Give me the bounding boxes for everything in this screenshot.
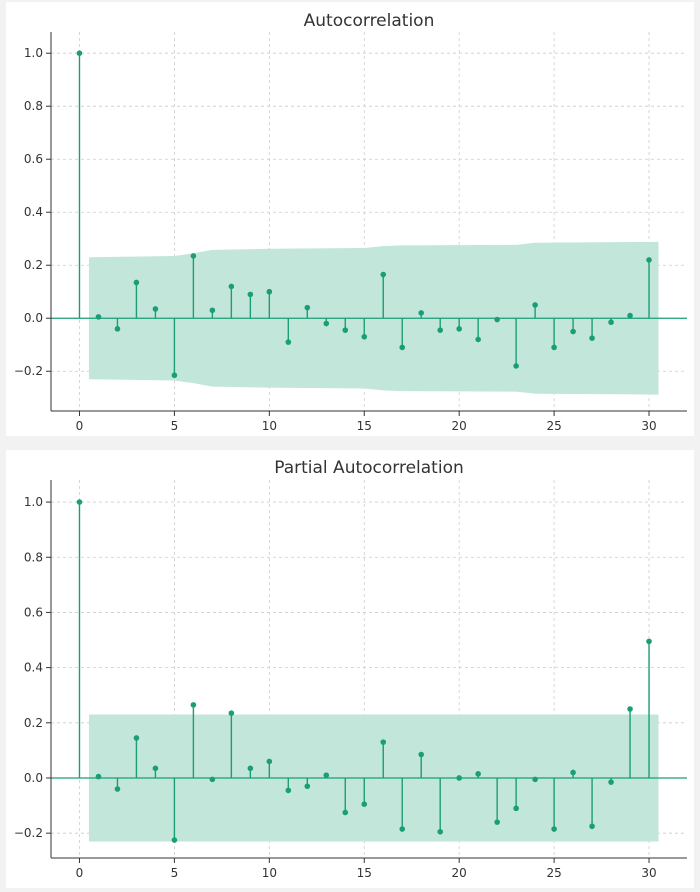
pacf-x-tick-label: 5 [171, 866, 179, 880]
pacf-point [418, 751, 425, 758]
pacf-title: Partial Autocorrelation [274, 458, 464, 478]
pacf-point [114, 786, 121, 792]
pacf-point [475, 771, 481, 777]
pacf-x-tick-label: 0 [76, 866, 84, 880]
acf-point [589, 335, 595, 341]
pacf-x-tick-label: 30 [641, 866, 656, 880]
pacf-point [342, 809, 349, 816]
acf-point [551, 344, 557, 351]
acf-point [304, 304, 311, 311]
pacf-point [380, 739, 387, 745]
pacf-y-tick-label: 0.4 [24, 661, 43, 675]
pacf-point [95, 773, 102, 780]
acf-point [513, 363, 519, 369]
pacf-point [304, 783, 311, 790]
acf-point [646, 257, 652, 263]
acf-x-tick-label: 30 [641, 419, 656, 433]
pacf-point [228, 710, 235, 716]
acf-point [475, 336, 481, 343]
acf-title: Autocorrelation [304, 11, 435, 31]
pacf-x-tick-label: 10 [262, 866, 277, 880]
acf-x-tick-label: 15 [357, 419, 372, 433]
pacf-point [323, 772, 330, 779]
pacf-point [247, 765, 254, 772]
pacf-point [570, 769, 576, 776]
acf-point [228, 283, 235, 290]
acf-y-tick-label: 0.6 [24, 152, 43, 166]
acf-point [494, 316, 500, 323]
pacf-point [494, 819, 500, 825]
pacf-x-tick-label: 25 [546, 866, 561, 880]
acf-point [342, 327, 349, 333]
pacf-point [285, 787, 292, 794]
acf-point [152, 306, 159, 312]
acf-point [437, 327, 443, 333]
pacf-point [133, 735, 140, 741]
acf-point [209, 307, 216, 314]
acf-x-tick-label: 10 [262, 419, 277, 433]
pacf-y-tick-label: 0.8 [24, 550, 43, 564]
pacf-point [209, 776, 216, 783]
pacf-point [646, 638, 652, 645]
acf-y-tick-label: −0.2 [14, 364, 43, 378]
pacf-point [437, 828, 443, 835]
acf-point [627, 312, 633, 319]
pacf-point [513, 805, 519, 812]
pacf-point [76, 499, 83, 505]
pacf-point [190, 702, 197, 708]
acf-point [456, 326, 462, 332]
acf-point [532, 302, 538, 308]
pacf-y-tick-label: 0.6 [24, 605, 43, 619]
pacf-y-tick-label: 0.0 [24, 771, 43, 785]
acf-y-tick-label: 1.0 [24, 46, 43, 60]
acf-x-tick-label: 20 [452, 419, 467, 433]
pacf-point [608, 779, 614, 785]
acf-point [133, 279, 140, 286]
acf-point [95, 314, 102, 320]
pacf-chart: Partial Autocorrelation 0 5 10 15 20 25 30 −0.2 0… [14, 458, 687, 880]
pacf-y-tick-label: 1.0 [24, 495, 43, 509]
pacf-point [627, 706, 633, 712]
pacf-x-tick-label: 20 [452, 866, 467, 880]
acf-point [285, 339, 292, 345]
acf-point [76, 50, 83, 57]
pacf-point [152, 765, 159, 772]
pacf-panel: Partial Autocorrelation 0 5 10 15 20 25 30 −0.2 0… [6, 450, 694, 888]
acf-y-tick-label: 0.8 [24, 99, 43, 113]
acf-point [190, 253, 197, 259]
acf-panel: Autocorrelation 0 5 10 15 20 25 30 −0.2 0.0 0.2 0.4… [6, 2, 694, 436]
acf-point [399, 344, 406, 351]
pacf-y-tick-label: 0.2 [24, 716, 43, 730]
acf-point [323, 320, 330, 327]
acf-point [361, 333, 368, 340]
pacf-point [399, 826, 406, 832]
acf-point [171, 372, 178, 379]
acf-y-tick-label: 0.4 [24, 205, 43, 219]
acf-x-tick-label: 25 [546, 419, 561, 433]
acf-y-tick-label: 0.0 [24, 311, 43, 325]
pacf-point [532, 776, 538, 783]
acf-point [247, 291, 254, 298]
pacf-point [589, 823, 595, 830]
pacf-point [171, 837, 178, 843]
acf-point [266, 288, 273, 295]
acf-point [570, 328, 576, 335]
pacf-x-tick-label: 15 [357, 866, 372, 880]
acf-x-tick-label: 0 [76, 419, 84, 433]
acf-point [114, 326, 121, 332]
acf-x-tick-label: 5 [171, 419, 179, 433]
acf-chart: Autocorrelation 0 5 10 15 20 25 30 −0.2 0.0 0.2 0.4… [14, 11, 687, 433]
pacf-point [551, 826, 557, 832]
pacf-point [266, 758, 273, 765]
pacf-point [456, 775, 462, 781]
acf-point [608, 319, 614, 326]
acf-point [380, 271, 387, 278]
pacf-y-tick-label: −0.2 [14, 826, 43, 840]
pacf-point [361, 801, 368, 807]
acf-point [418, 310, 425, 316]
acf-y-tick-label: 0.2 [24, 258, 43, 272]
